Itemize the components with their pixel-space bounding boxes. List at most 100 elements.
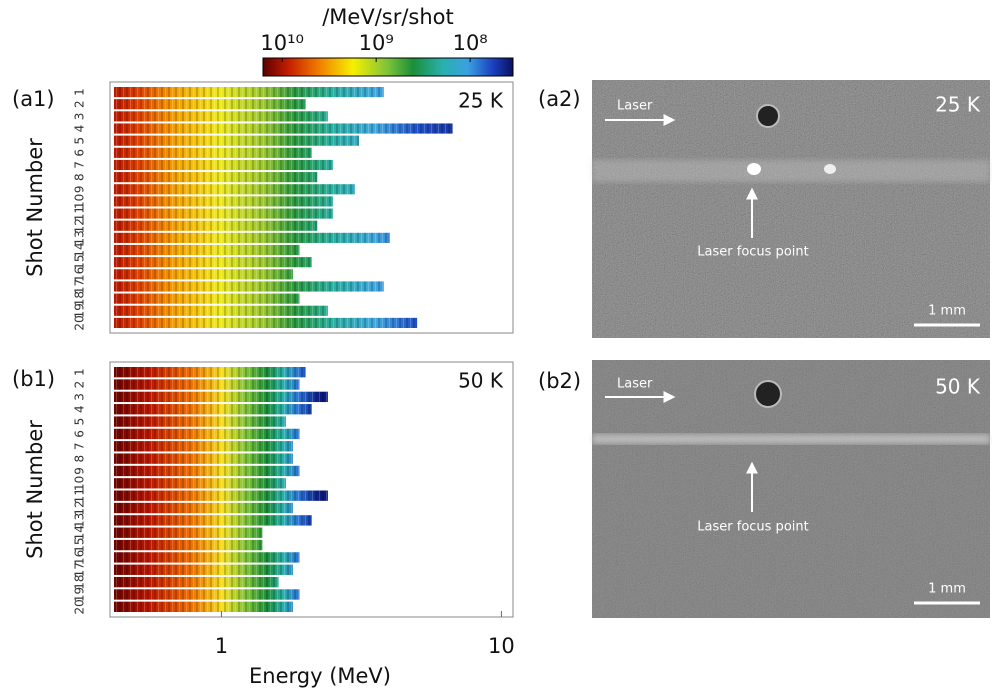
shot-label: 14 [73, 525, 87, 540]
spot [824, 164, 836, 174]
colorbar-tick-label: 10⁹ [359, 31, 394, 55]
colorbar-tick-label: 10⁸ [453, 31, 488, 55]
shot-label: 8 [73, 173, 87, 181]
shot-label: 10 [73, 476, 87, 491]
target [756, 104, 780, 128]
shot-label: 14 [73, 242, 87, 257]
shot-label: 10 [73, 194, 87, 209]
shot-label: 2 [73, 381, 87, 389]
shot-label: 3 [73, 393, 87, 401]
target [754, 380, 782, 408]
shot-label: 16 [73, 550, 87, 565]
bar-texture [114, 502, 293, 514]
shot-label: 11 [73, 206, 87, 221]
shot-label: 16 [73, 267, 87, 282]
x-axis-label: Energy (MeV) [249, 664, 391, 688]
bar-texture [114, 293, 300, 304]
bar-texture [114, 441, 293, 452]
panel-label: (b2) [538, 369, 581, 393]
shot-label: 4 [73, 405, 87, 413]
bar-texture [114, 576, 279, 588]
bar-texture [114, 465, 300, 477]
bar-texture [114, 257, 312, 268]
focus-label: Laser focus point [697, 245, 808, 260]
temperature: 50 K [935, 375, 981, 399]
bar-texture [114, 99, 306, 110]
focus-label: Laser focus point [697, 520, 808, 535]
bar-texture [114, 490, 328, 501]
shot-label: 12 [73, 218, 87, 233]
bar-texture [114, 601, 293, 612]
bar-texture [114, 232, 390, 243]
colorbar [262, 57, 514, 77]
panel-label: (b1) [12, 367, 55, 391]
bar-texture [114, 416, 286, 427]
shot-label: 1 [73, 368, 87, 376]
bar-texture [114, 172, 318, 183]
shot-label: 8 [73, 455, 87, 463]
bar-texture [114, 391, 328, 403]
bar-texture [114, 552, 300, 563]
bar-texture [114, 196, 333, 207]
bar-texture [114, 367, 306, 378]
shot-label: 1 [73, 88, 87, 96]
bar-texture [114, 220, 318, 231]
bar-texture [114, 589, 300, 600]
shot-label: 13 [73, 230, 87, 245]
shot-label: 19 [73, 587, 87, 602]
shot-label: 9 [73, 467, 87, 475]
annotation: 25 K [458, 89, 504, 113]
shot-label: 4 [73, 125, 87, 133]
focus-spot [747, 163, 761, 175]
x-tick-label: 1 [215, 634, 228, 658]
shot-label: 12 [73, 500, 87, 515]
x-tick-label: 10 [488, 634, 515, 658]
laser-label: Laser [617, 377, 653, 392]
image-panel: (a2) Laser Laser focus point 25 K 1 mm [538, 80, 990, 338]
bar-texture [114, 87, 384, 98]
scale-label: 1 mm [928, 582, 966, 597]
shot-label: 17 [73, 562, 87, 577]
focus-band [592, 160, 990, 182]
shot-label: 5 [73, 137, 87, 145]
shot-label: 20 [73, 315, 87, 330]
shot-label: 13 [73, 513, 87, 528]
shot-label: 9 [73, 185, 87, 193]
shot-label: 15 [73, 537, 87, 552]
bar-texture [114, 135, 359, 146]
shot-label: 5 [73, 418, 87, 426]
bar-texture [114, 305, 328, 316]
shot-label: 18 [73, 291, 87, 306]
bar-texture [114, 453, 293, 464]
colorbar-label: /MeV/sr/shot [322, 5, 454, 29]
shot-label: 19 [73, 303, 87, 318]
shot-label: 17 [73, 279, 87, 294]
shot-label: 6 [73, 149, 87, 157]
y-axis-label: Shot Number [23, 138, 47, 277]
temperature: 25 K [935, 93, 981, 117]
shot-label: 6 [73, 430, 87, 438]
bar-texture [114, 269, 293, 280]
bar-texture [114, 123, 453, 134]
panel-label: (a1) [12, 87, 55, 111]
bar-texture [114, 379, 300, 390]
annotation: 50 K [458, 369, 504, 393]
bar-texture [114, 111, 328, 122]
bar-texture [114, 147, 312, 158]
bar-texture [114, 515, 312, 526]
image-panel: (b2) Laser Laser focus point 50 K 1 mm [538, 360, 990, 618]
bar-texture [114, 478, 286, 489]
shot-label: 7 [73, 442, 87, 450]
focus-band [592, 434, 990, 444]
panel-label: (a2) [538, 87, 581, 111]
scale-label: 1 mm [928, 304, 966, 319]
shot-label: 15 [73, 255, 87, 270]
bar-texture [114, 208, 333, 219]
shot-label: 3 [73, 113, 87, 121]
shot-label: 2 [73, 100, 87, 108]
y-axis-label: Shot Number [23, 420, 47, 559]
bar-texture [114, 564, 293, 575]
bar-texture [114, 159, 333, 171]
bar-texture [114, 428, 300, 440]
